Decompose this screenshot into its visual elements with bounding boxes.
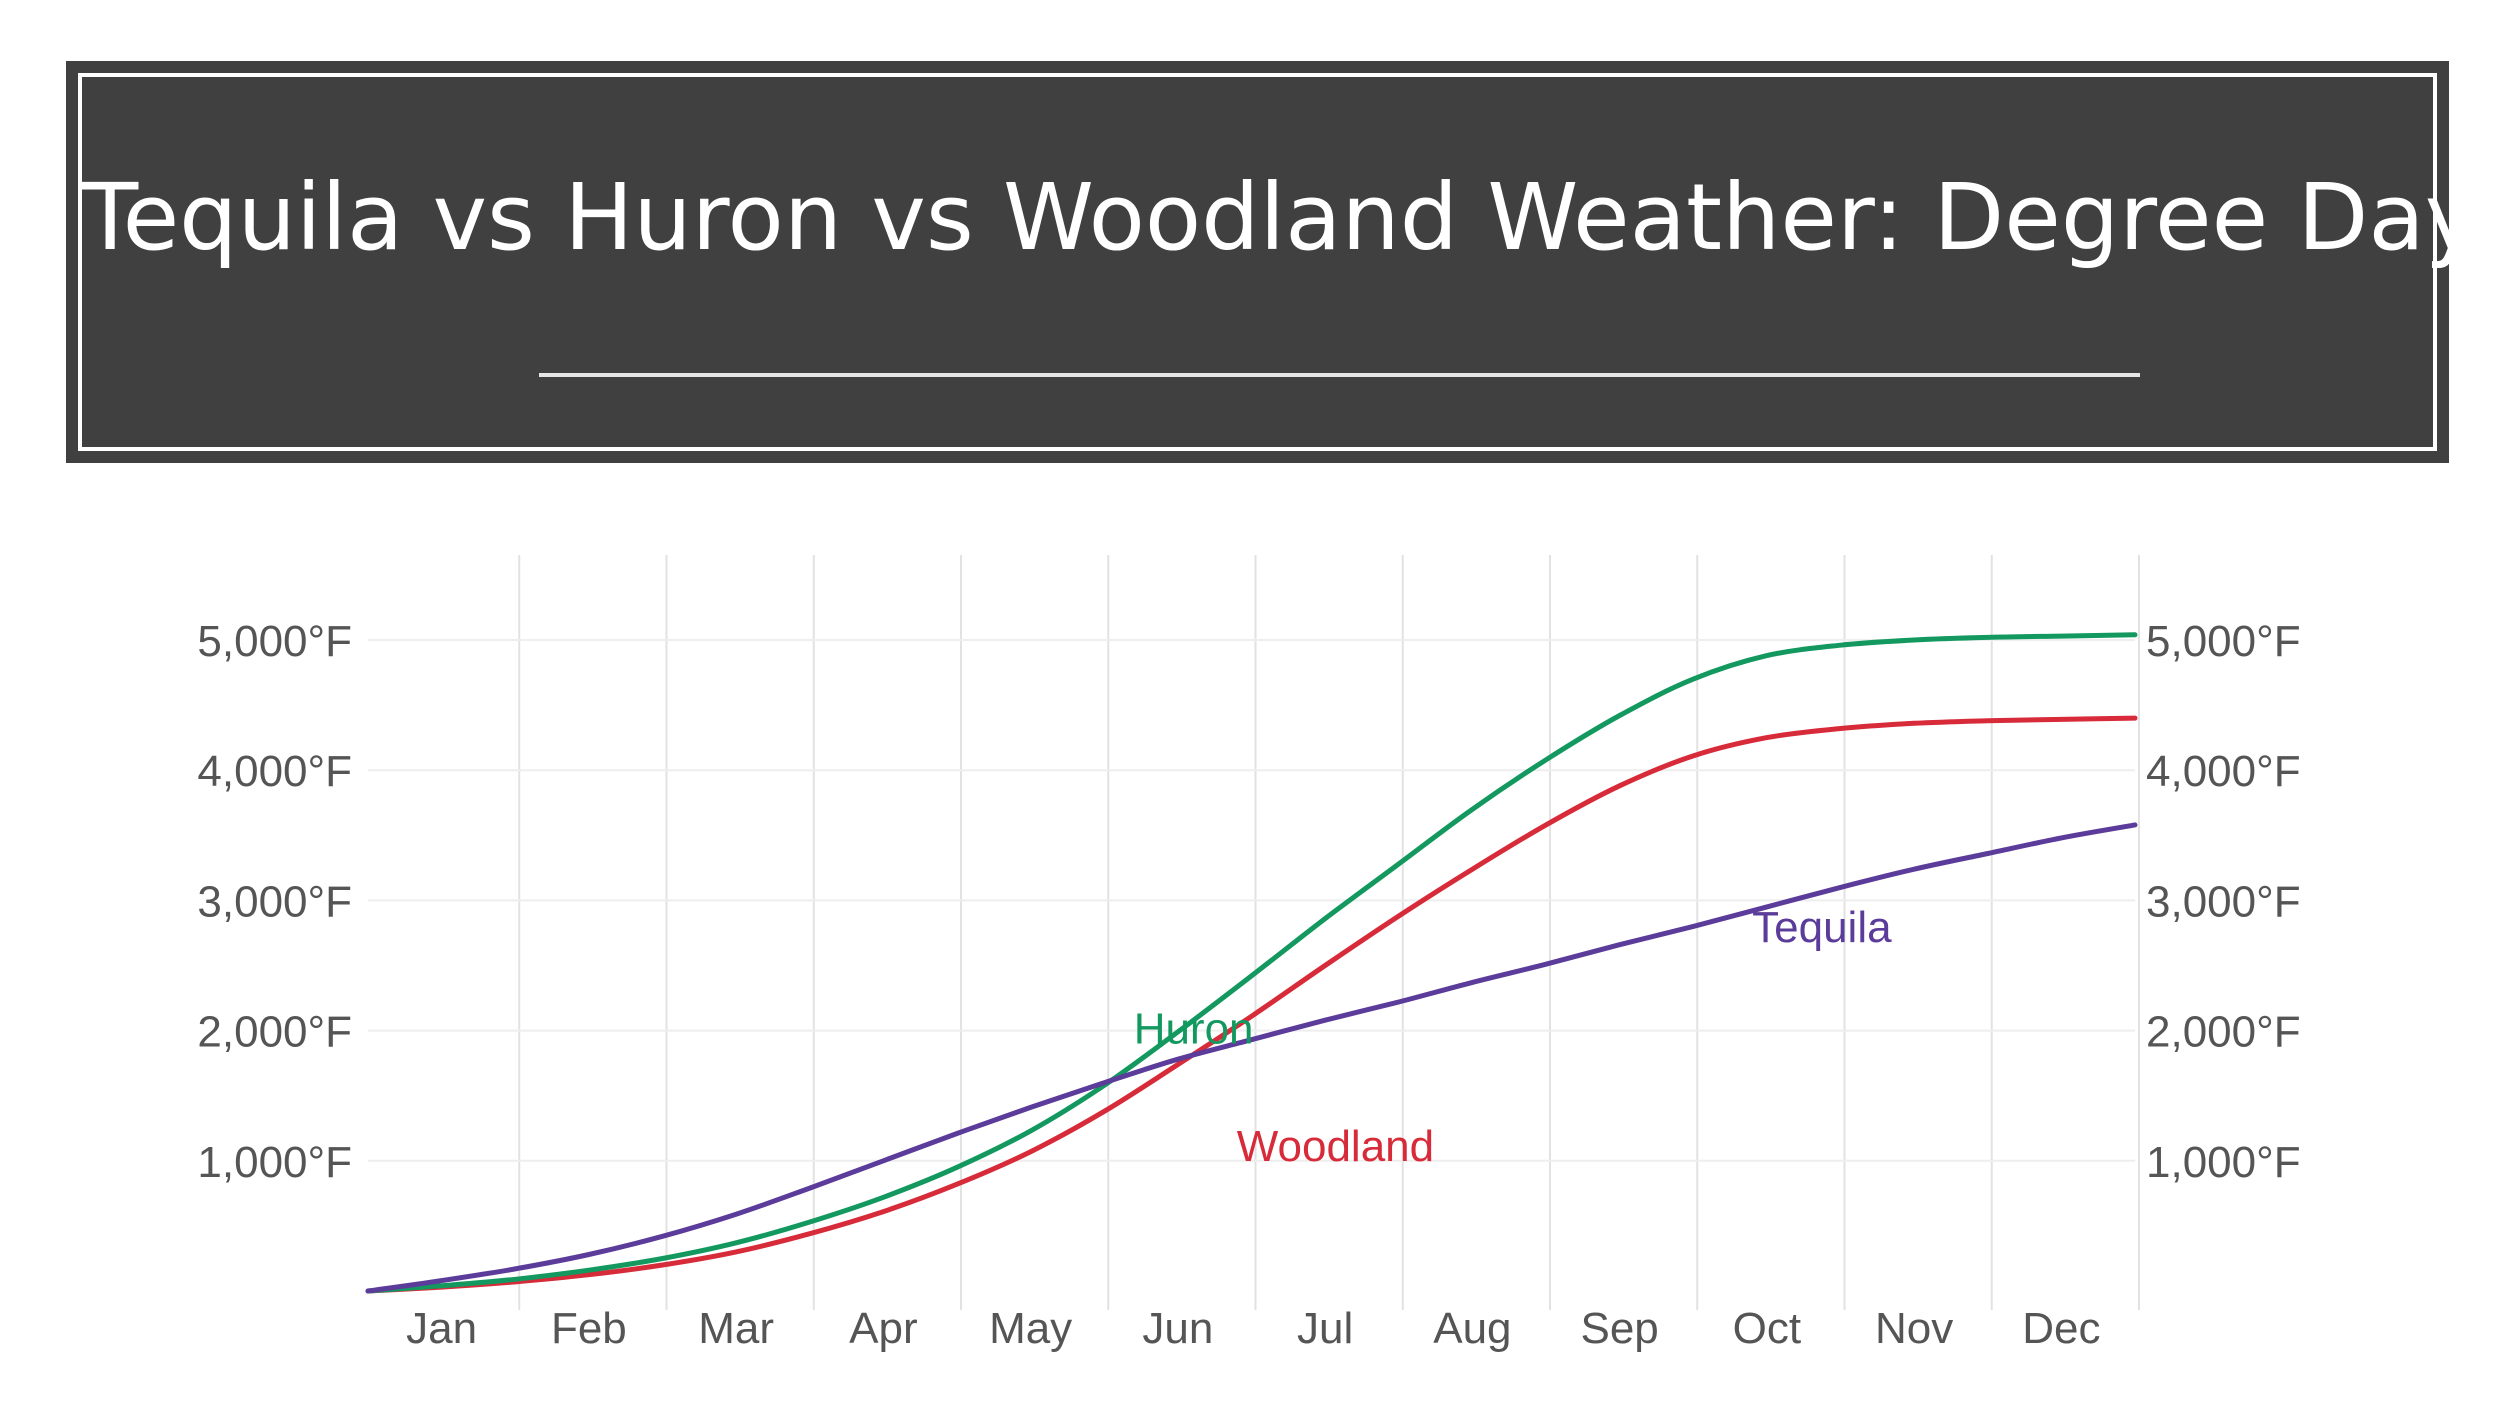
x-tick-label: Jul (1297, 1304, 1353, 1353)
grid-lines (368, 555, 2140, 1310)
series-line-woodland (365, 715, 2138, 1294)
series-lines (365, 632, 2138, 1294)
x-tick-label: Apr (849, 1304, 917, 1353)
x-tick-label: Jan (406, 1304, 477, 1353)
y-tick-label-right: 4,000°F (2146, 747, 2301, 796)
y-tick-label-right: 2,000°F (2146, 1008, 2301, 1057)
y-tick-label-left: 2,000°F (197, 1008, 352, 1057)
title-banner-frame: Tequila vs Huron vs Woodland Weather: De… (78, 73, 2500, 451)
series-label-woodland: Woodland (1237, 1122, 1434, 1171)
y-tick-label-right: 1,000°F (2146, 1138, 2301, 1187)
x-tick-label: Oct (1733, 1304, 1801, 1353)
y-tick-label-left: 5,000°F (197, 617, 352, 666)
y-tick-label-left: 1,000°F (197, 1138, 352, 1187)
x-tick-label: Feb (551, 1304, 627, 1353)
y-tick-label-right: 5,000°F (2146, 617, 2301, 666)
y-tick-label-left: 4,000°F (197, 747, 352, 796)
y-tick-label-right: 3,000°F (2146, 877, 2301, 926)
x-tick-label: May (989, 1304, 1072, 1353)
series-label-tequila: Tequila (1752, 903, 1892, 952)
title-banner: Tequila vs Huron vs Woodland Weather: De… (66, 61, 2500, 463)
x-tick-label: Dec (2022, 1304, 2100, 1353)
title-underline (539, 373, 2140, 377)
series-line-huron (365, 632, 2138, 1294)
x-tick-label: Sep (1580, 1304, 1658, 1353)
series-line-tequila (365, 822, 2138, 1294)
x-tick-label: Aug (1433, 1304, 1511, 1353)
x-tick-label: Mar (698, 1304, 774, 1353)
series-label-huron: Huron (1134, 1005, 1254, 1054)
x-tick-label: Nov (1875, 1304, 1953, 1353)
x-tick-label: Jun (1142, 1304, 1213, 1353)
axis-ticks: 1,000°F 1,000°F 2,000°F 2,000°F 3,000°F 3,000… (197, 617, 2300, 1353)
series-labels: Huron Woodland Tequila (1134, 903, 1892, 1171)
y-tick-label-left: 3,000°F (197, 877, 352, 926)
page-title: Tequila vs Huron vs Woodland Weather: De… (82, 164, 2500, 271)
